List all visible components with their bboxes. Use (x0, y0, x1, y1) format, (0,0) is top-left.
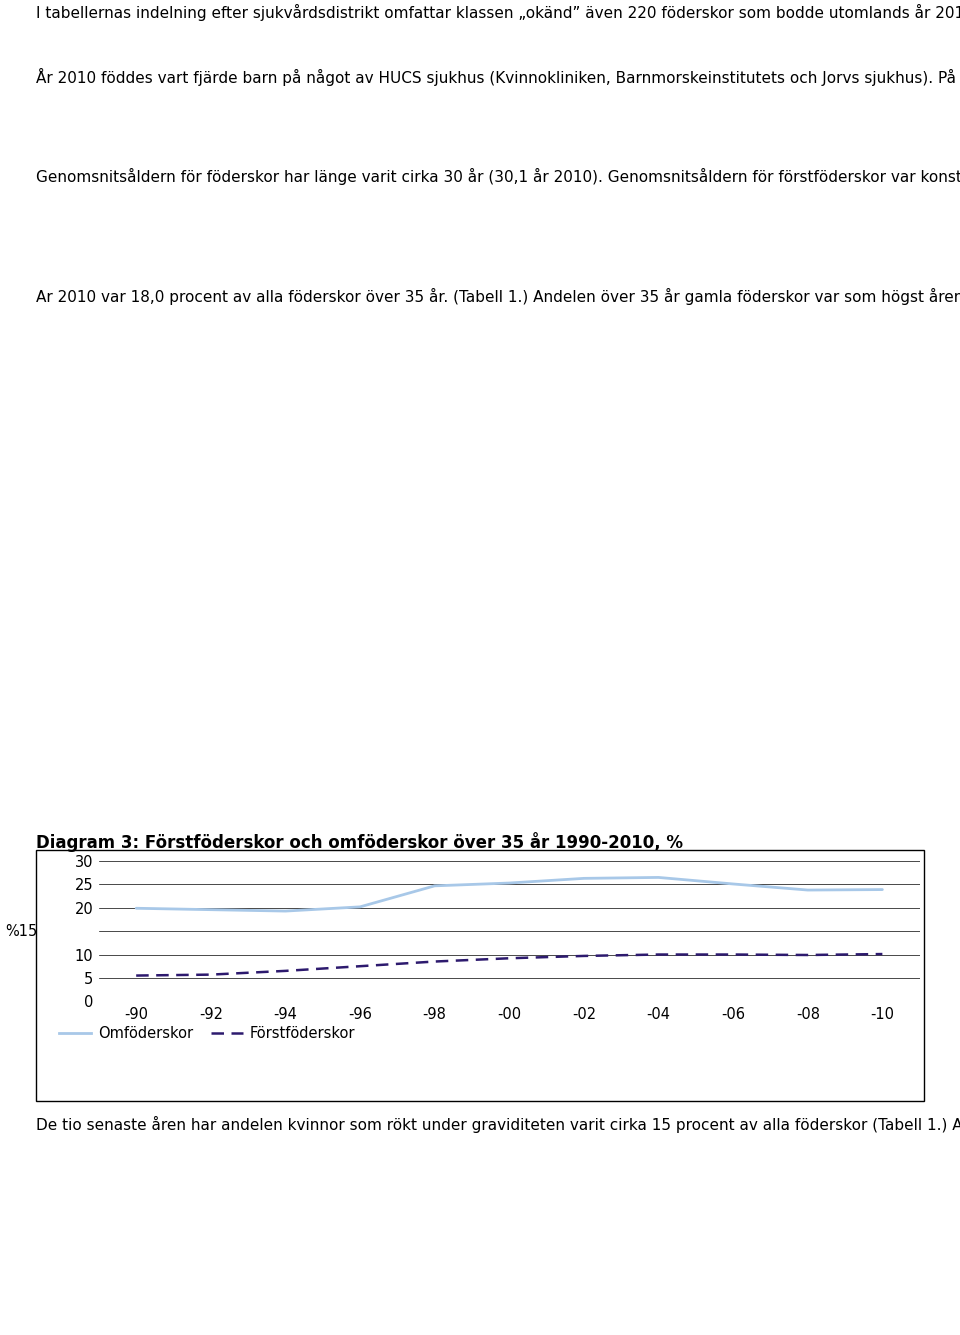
Text: Diagram 3: Förstföderskor och omföderskor över 35 år 1990-2010, %: Diagram 3: Förstföderskor och omfödersko… (36, 832, 684, 852)
Text: Genomsnitsåldern för föderskor har länge varit cirka 30 år (30,1 år 2010). Genom: Genomsnitsåldern för föderskor har länge… (36, 168, 960, 186)
Text: %15: %15 (5, 924, 37, 939)
Text: År 2010 föddes vart fjärde barn på något av HUCS sjukhus (Kvinnokliniken, Barnmo: År 2010 föddes vart fjärde barn på något… (36, 68, 960, 85)
Text: I tabellernas indelning efter sjukvårdsdistrikt omfattar klassen „okänd” även 22: I tabellernas indelning efter sjukvårdsd… (36, 4, 960, 21)
Text: De tio senaste åren har andelen kvinnor som rökt under graviditeten varit cirka : De tio senaste åren har andelen kvinnor … (36, 1115, 960, 1132)
Legend: Omföderskor, Förstföderskor: Omföderskor, Förstföderskor (53, 1020, 361, 1047)
Text: Ar 2010 var 18,0 procent av alla föderskor över 35 år. (Tabell 1.) Andelen över : Ar 2010 var 18,0 procent av alla födersk… (36, 288, 960, 306)
